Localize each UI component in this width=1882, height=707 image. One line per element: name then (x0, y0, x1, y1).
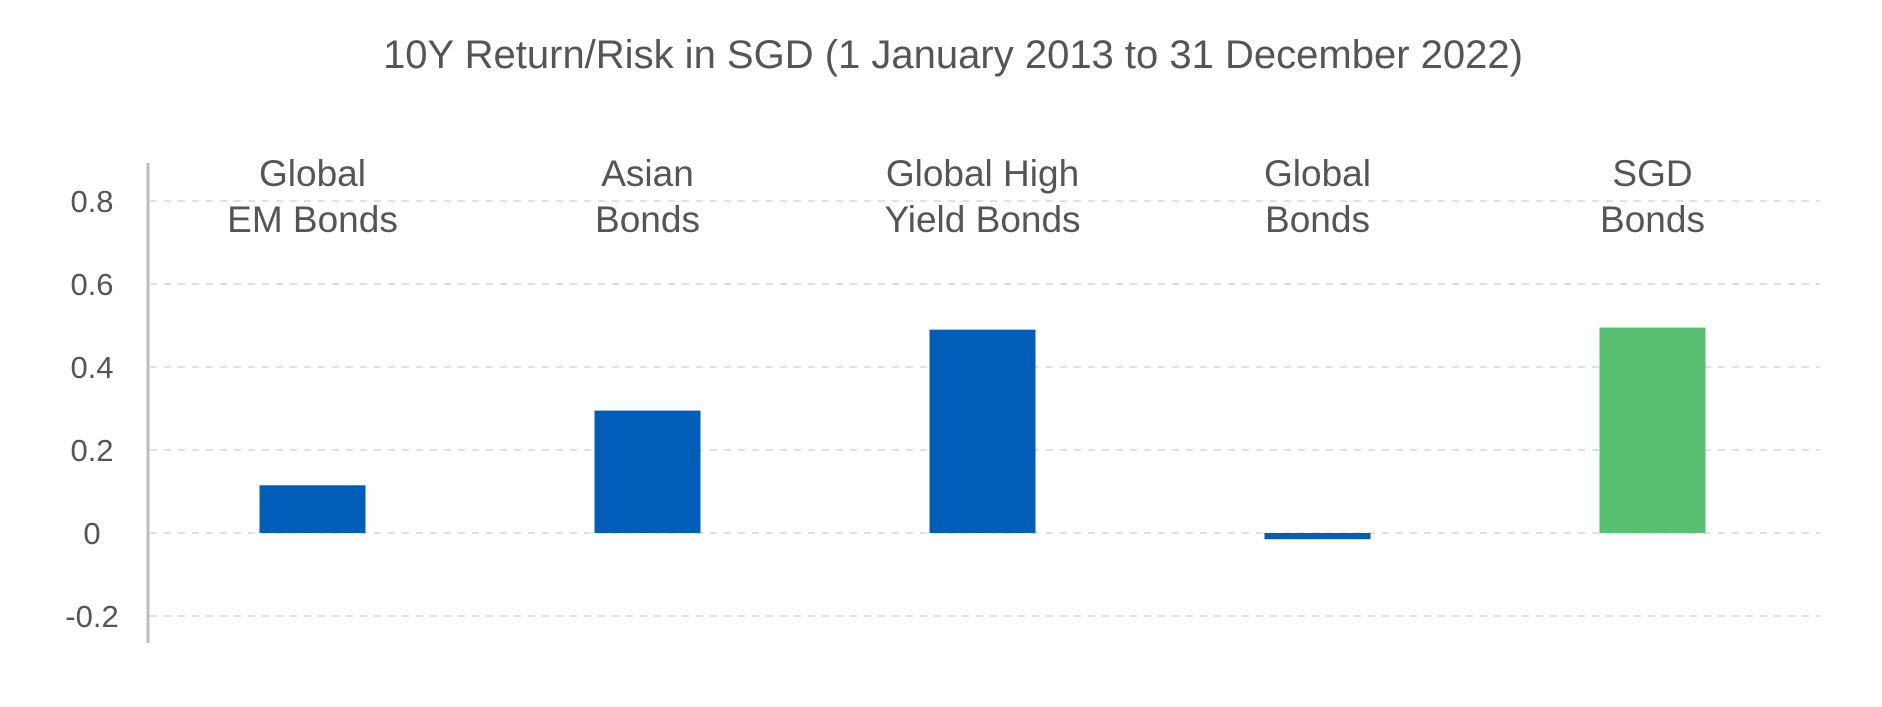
bar (1599, 327, 1706, 533)
bar (259, 485, 366, 533)
bar (929, 329, 1036, 533)
gridlines (150, 200, 1820, 617)
category-labels: Global EM Bonds Asian Bonds Global High Yield… (227, 153, 1705, 240)
category-label: Global High Yield Bonds (884, 153, 1080, 240)
category-label-line: Global High (886, 153, 1079, 194)
bars (259, 327, 1706, 540)
category-label-line: Yield Bonds (884, 199, 1080, 240)
category-label-line: Asian (601, 153, 694, 194)
chart-title: 10Y Return/Risk in SGD (1 January 2013 t… (383, 33, 1523, 77)
category-label-line: EM Bonds (227, 199, 398, 240)
category-label: Asian Bonds (595, 153, 700, 240)
bar (1264, 533, 1371, 540)
category-label: SGD Bonds (1600, 153, 1705, 240)
y-tick-label: 0 (83, 516, 100, 551)
bar (594, 410, 701, 533)
category-label-line: Bonds (595, 199, 700, 240)
category-label: Global Bonds (1264, 153, 1371, 240)
category-label-line: Global (1264, 153, 1371, 194)
y-tick-label: 0.6 (70, 267, 113, 302)
y-axis-ticks: 0.8 0.6 0.4 0.2 0 -0.2 (65, 184, 118, 634)
y-tick-label: -0.2 (65, 599, 118, 634)
y-tick-label: 0.2 (70, 433, 113, 468)
category-label-line: Bonds (1600, 199, 1705, 240)
y-tick-label: 0.8 (70, 184, 113, 219)
category-label-line: Global (259, 153, 366, 194)
category-label: Global EM Bonds (227, 153, 398, 240)
y-tick-label: 0.4 (70, 350, 113, 385)
category-label-line: Bonds (1265, 199, 1370, 240)
category-label-line: SGD (1612, 153, 1692, 194)
